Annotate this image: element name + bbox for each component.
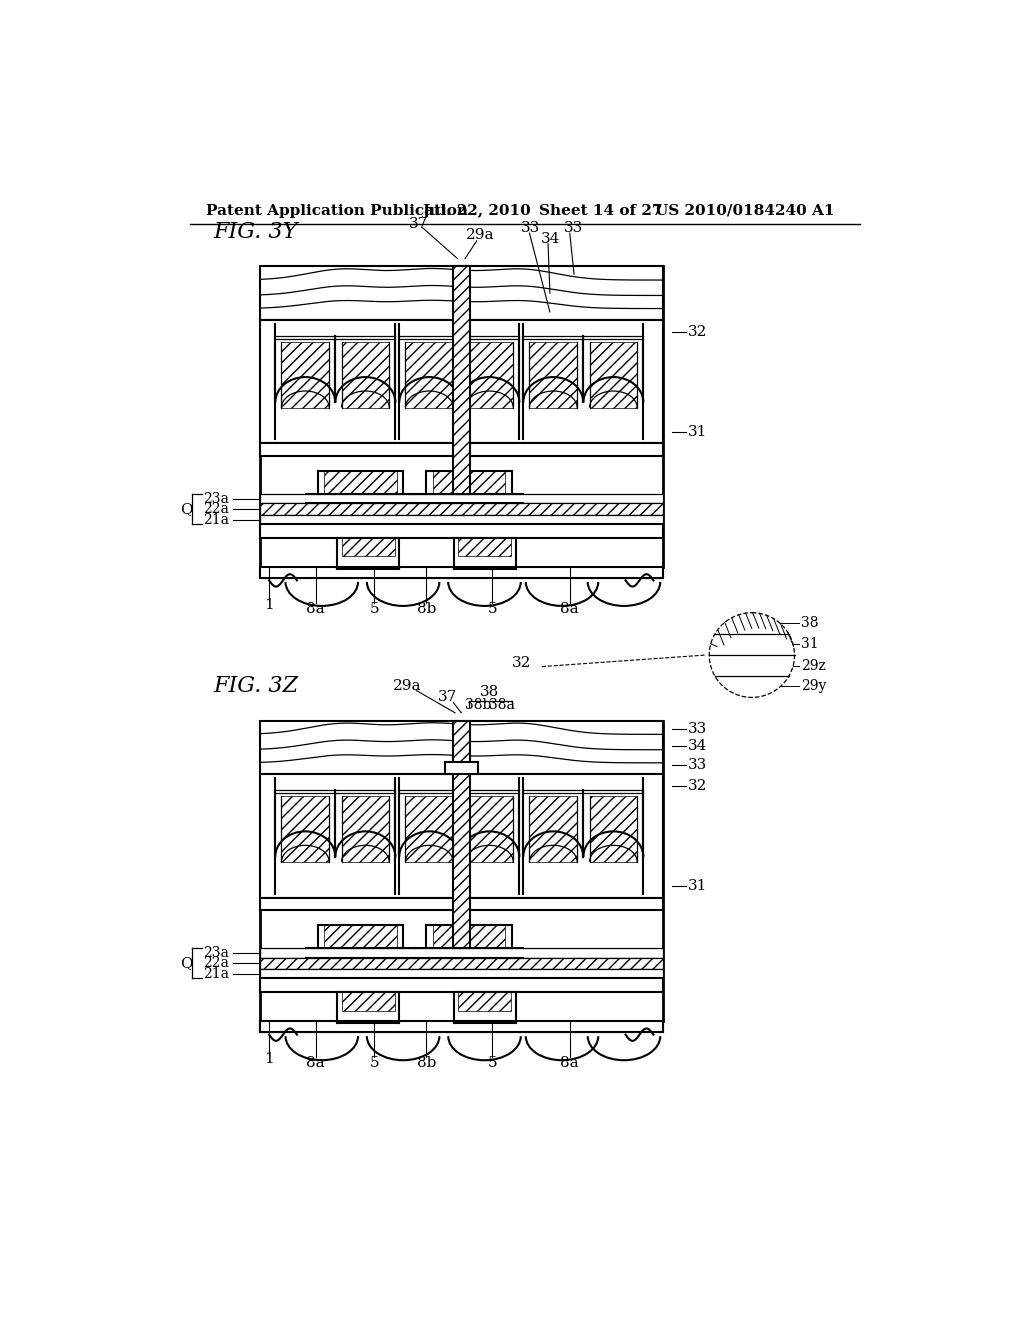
Bar	[260, 321, 663, 444]
Bar	[260, 569, 663, 578]
Text: 31: 31	[801, 638, 818, 652]
Text: 31: 31	[687, 879, 707, 894]
Text: 5: 5	[370, 602, 379, 616]
Bar	[282, 342, 329, 408]
Bar	[453, 721, 470, 948]
Text: 21a: 21a	[203, 966, 228, 981]
Text: 32: 32	[687, 325, 707, 339]
Text: 1: 1	[263, 598, 273, 612]
Bar	[260, 969, 663, 978]
Bar	[260, 503, 663, 515]
Text: 22a: 22a	[203, 957, 228, 970]
Text: 33: 33	[687, 758, 707, 772]
Bar	[453, 267, 470, 494]
Text: 29z: 29z	[801, 659, 825, 673]
Bar	[458, 539, 511, 557]
Bar	[445, 762, 477, 775]
Text: Jul. 22, 2010: Jul. 22, 2010	[423, 203, 531, 218]
Text: 29a: 29a	[466, 228, 495, 243]
Text: 32: 32	[687, 779, 707, 793]
Bar	[260, 1020, 663, 1032]
Text: 38b: 38b	[465, 698, 492, 711]
Text: 21a: 21a	[203, 512, 228, 527]
Text: 23a: 23a	[203, 492, 228, 506]
Text: 1: 1	[263, 1052, 273, 1067]
Text: 34: 34	[687, 739, 707, 754]
Text: 23a: 23a	[203, 946, 228, 960]
Text: 8a: 8a	[306, 602, 325, 616]
Bar	[260, 978, 663, 993]
Bar	[432, 925, 506, 949]
Bar	[260, 494, 663, 503]
Text: 37: 37	[437, 690, 457, 705]
Bar	[260, 566, 663, 578]
Bar	[260, 267, 663, 321]
Text: 5: 5	[487, 1056, 497, 1071]
Bar	[260, 524, 663, 539]
Text: 29a: 29a	[393, 678, 421, 693]
Text: FIG. 3Y: FIG. 3Y	[213, 220, 298, 243]
Bar	[458, 993, 511, 1011]
Text: Q: Q	[180, 502, 193, 516]
Bar	[466, 796, 513, 862]
Bar	[260, 721, 663, 1020]
Text: 33: 33	[687, 722, 707, 735]
Bar	[324, 925, 397, 949]
Text: Sheet 14 of 27: Sheet 14 of 27	[539, 203, 663, 218]
Bar	[342, 539, 394, 557]
Text: Patent Application Publication: Patent Application Publication	[206, 203, 468, 218]
Bar	[342, 796, 389, 862]
Bar	[260, 898, 663, 909]
Text: 8a: 8a	[560, 1056, 579, 1071]
Text: 22a: 22a	[203, 502, 228, 516]
Bar	[260, 948, 663, 958]
Text: 38: 38	[801, 616, 818, 630]
Text: 32: 32	[512, 656, 531, 669]
Text: 38a: 38a	[488, 698, 514, 711]
Bar	[529, 342, 578, 408]
Bar	[590, 796, 637, 862]
Bar	[260, 775, 663, 898]
Text: 29y: 29y	[801, 678, 826, 693]
Text: US 2010/0184240 A1: US 2010/0184240 A1	[655, 203, 835, 218]
Bar	[260, 267, 663, 566]
Bar	[342, 342, 389, 408]
Text: 33: 33	[521, 220, 541, 235]
Text: 8b: 8b	[417, 602, 436, 616]
Bar	[342, 993, 394, 1011]
Text: 8b: 8b	[417, 1056, 436, 1071]
Bar	[466, 342, 513, 408]
Bar	[406, 342, 453, 408]
Bar	[260, 958, 663, 969]
Text: 5: 5	[370, 1056, 379, 1071]
Bar	[590, 342, 637, 408]
Text: 5: 5	[487, 602, 497, 616]
Text: 38: 38	[480, 685, 500, 700]
Text: Q: Q	[180, 957, 193, 970]
Text: 8a: 8a	[306, 1056, 325, 1071]
Text: FIG. 3Z: FIG. 3Z	[213, 675, 298, 697]
Bar	[260, 1023, 663, 1032]
Text: 34: 34	[541, 232, 560, 247]
Text: 31: 31	[687, 425, 707, 438]
Text: 37: 37	[409, 216, 428, 231]
Bar	[260, 444, 663, 455]
Text: 33: 33	[564, 220, 584, 235]
Bar	[260, 515, 663, 524]
Text: 8a: 8a	[560, 602, 579, 616]
Bar	[260, 721, 663, 775]
Bar	[529, 796, 578, 862]
Bar	[432, 471, 506, 494]
Bar	[406, 796, 453, 862]
Bar	[282, 796, 329, 862]
Bar	[324, 471, 397, 494]
